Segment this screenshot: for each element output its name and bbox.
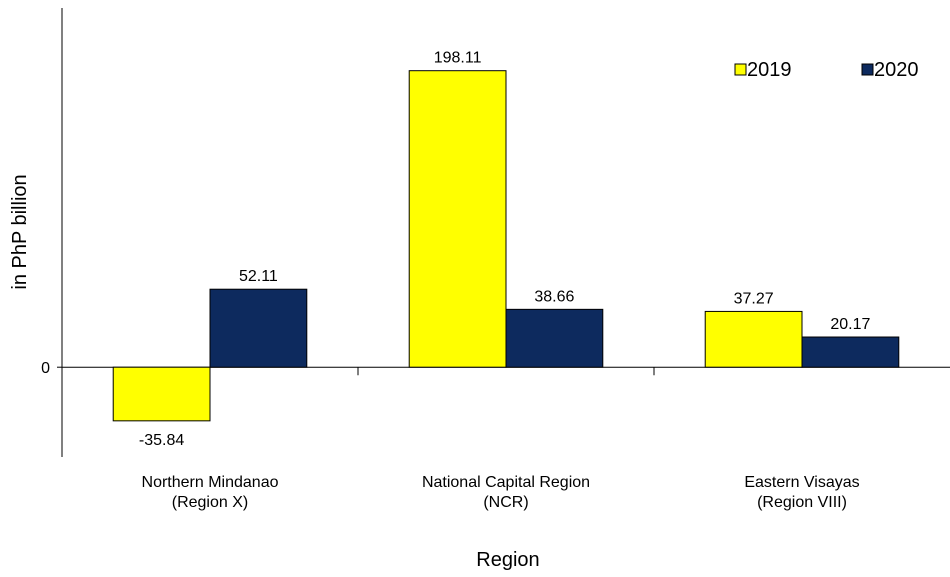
y-tick-label-0: 0 — [41, 360, 50, 377]
data-labels: -35.84 52.11 198.11 38.66 37.27 20.17 — [139, 50, 871, 449]
bar-2020-0 — [209, 288, 308, 368]
legend-swatch-2020 — [861, 63, 874, 76]
data-label-2019-0: -35.84 — [139, 432, 184, 449]
chart-bars — [112, 70, 900, 422]
data-label-2020-1: 38.66 — [534, 288, 574, 305]
legend-swatch-2019 — [734, 63, 747, 76]
data-label-2020-2: 20.17 — [830, 316, 870, 333]
category-label-0: Northern Mindanao (Region X) — [142, 474, 279, 511]
category-labels: Northern Mindanao (Region X) National Capi… — [142, 474, 860, 511]
bar-2020-2 — [801, 336, 900, 368]
category-label-1: National Capital Region (NCR) — [422, 474, 590, 511]
category-label-line: National Capital Region — [422, 474, 590, 491]
category-label-line: (Region X) — [172, 494, 248, 511]
bar-2019-0 — [112, 366, 211, 422]
data-label-2020-0: 52.11 — [239, 268, 278, 285]
category-label-line: (Region VIII) — [757, 494, 847, 511]
category-label-2: Eastern Visayas (Region VIII) — [744, 474, 859, 511]
bar-2019-1 — [408, 70, 507, 368]
x-axis-label: Region — [476, 549, 539, 571]
legend: 2019 2020 — [734, 59, 919, 81]
category-label-line: (NCR) — [483, 494, 528, 511]
category-label-line: Eastern Visayas — [744, 474, 859, 491]
bar-2019-2 — [704, 310, 803, 368]
category-label-line: Northern Mindanao — [142, 474, 279, 491]
legend-label-2020: 2020 — [874, 59, 919, 81]
data-label-2019-2: 37.27 — [734, 290, 774, 307]
y-axis-label: in PhP billion — [9, 174, 31, 289]
bar-2020-1 — [505, 308, 604, 368]
legend-label-2019: 2019 — [747, 59, 792, 81]
data-label-2019-1: 198.11 — [434, 50, 482, 67]
